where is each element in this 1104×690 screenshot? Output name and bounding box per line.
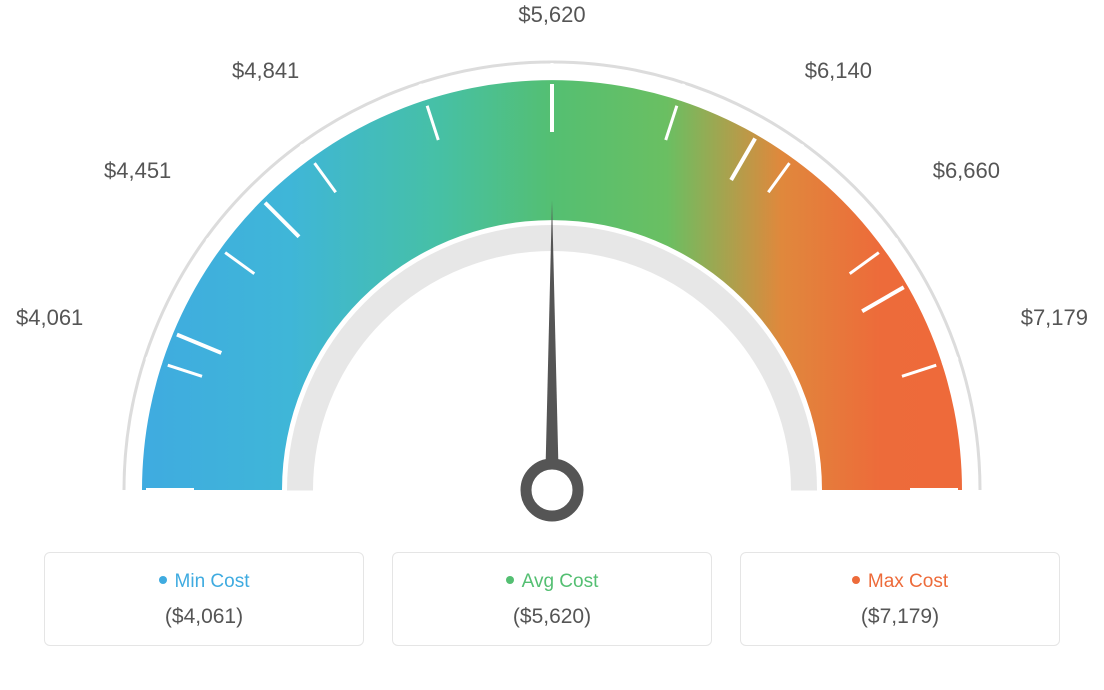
gauge-tick-label: $4,061 (16, 305, 83, 331)
min-cost-card: Min Cost ($4,061) (44, 552, 364, 646)
max-cost-value: ($7,179) (751, 605, 1049, 629)
gauge-chart: $4,061 $4,451 $4,841 $5,620 $6,140 $6,660 $7,1… (0, 0, 1104, 540)
avg-cost-label: Avg Cost (522, 571, 599, 592)
legend-row: Min Cost ($4,061) Avg Cost ($5,620) Max … (0, 552, 1104, 646)
avg-cost-value: ($5,620) (403, 605, 701, 629)
avg-cost-card: Avg Cost ($5,620) (392, 552, 712, 646)
max-cost-card: Max Cost ($7,179) (740, 552, 1060, 646)
gauge-tick-label: $5,620 (518, 2, 586, 28)
max-cost-label: Max Cost (868, 571, 948, 592)
gauge-tick-label: $7,179 (1021, 305, 1088, 331)
min-dot-icon (159, 576, 167, 584)
gauge-svg (0, 0, 1104, 540)
max-dot-icon (852, 576, 860, 584)
gauge-tick-label: $4,841 (232, 58, 299, 84)
gauge-tick-label: $4,451 (104, 158, 171, 184)
gauge-tick-label: $6,140 (805, 58, 872, 84)
avg-dot-icon (506, 576, 514, 584)
gauge-tick-label: $6,660 (933, 158, 1000, 184)
min-cost-label: Min Cost (175, 571, 250, 592)
min-cost-value: ($4,061) (55, 605, 353, 629)
